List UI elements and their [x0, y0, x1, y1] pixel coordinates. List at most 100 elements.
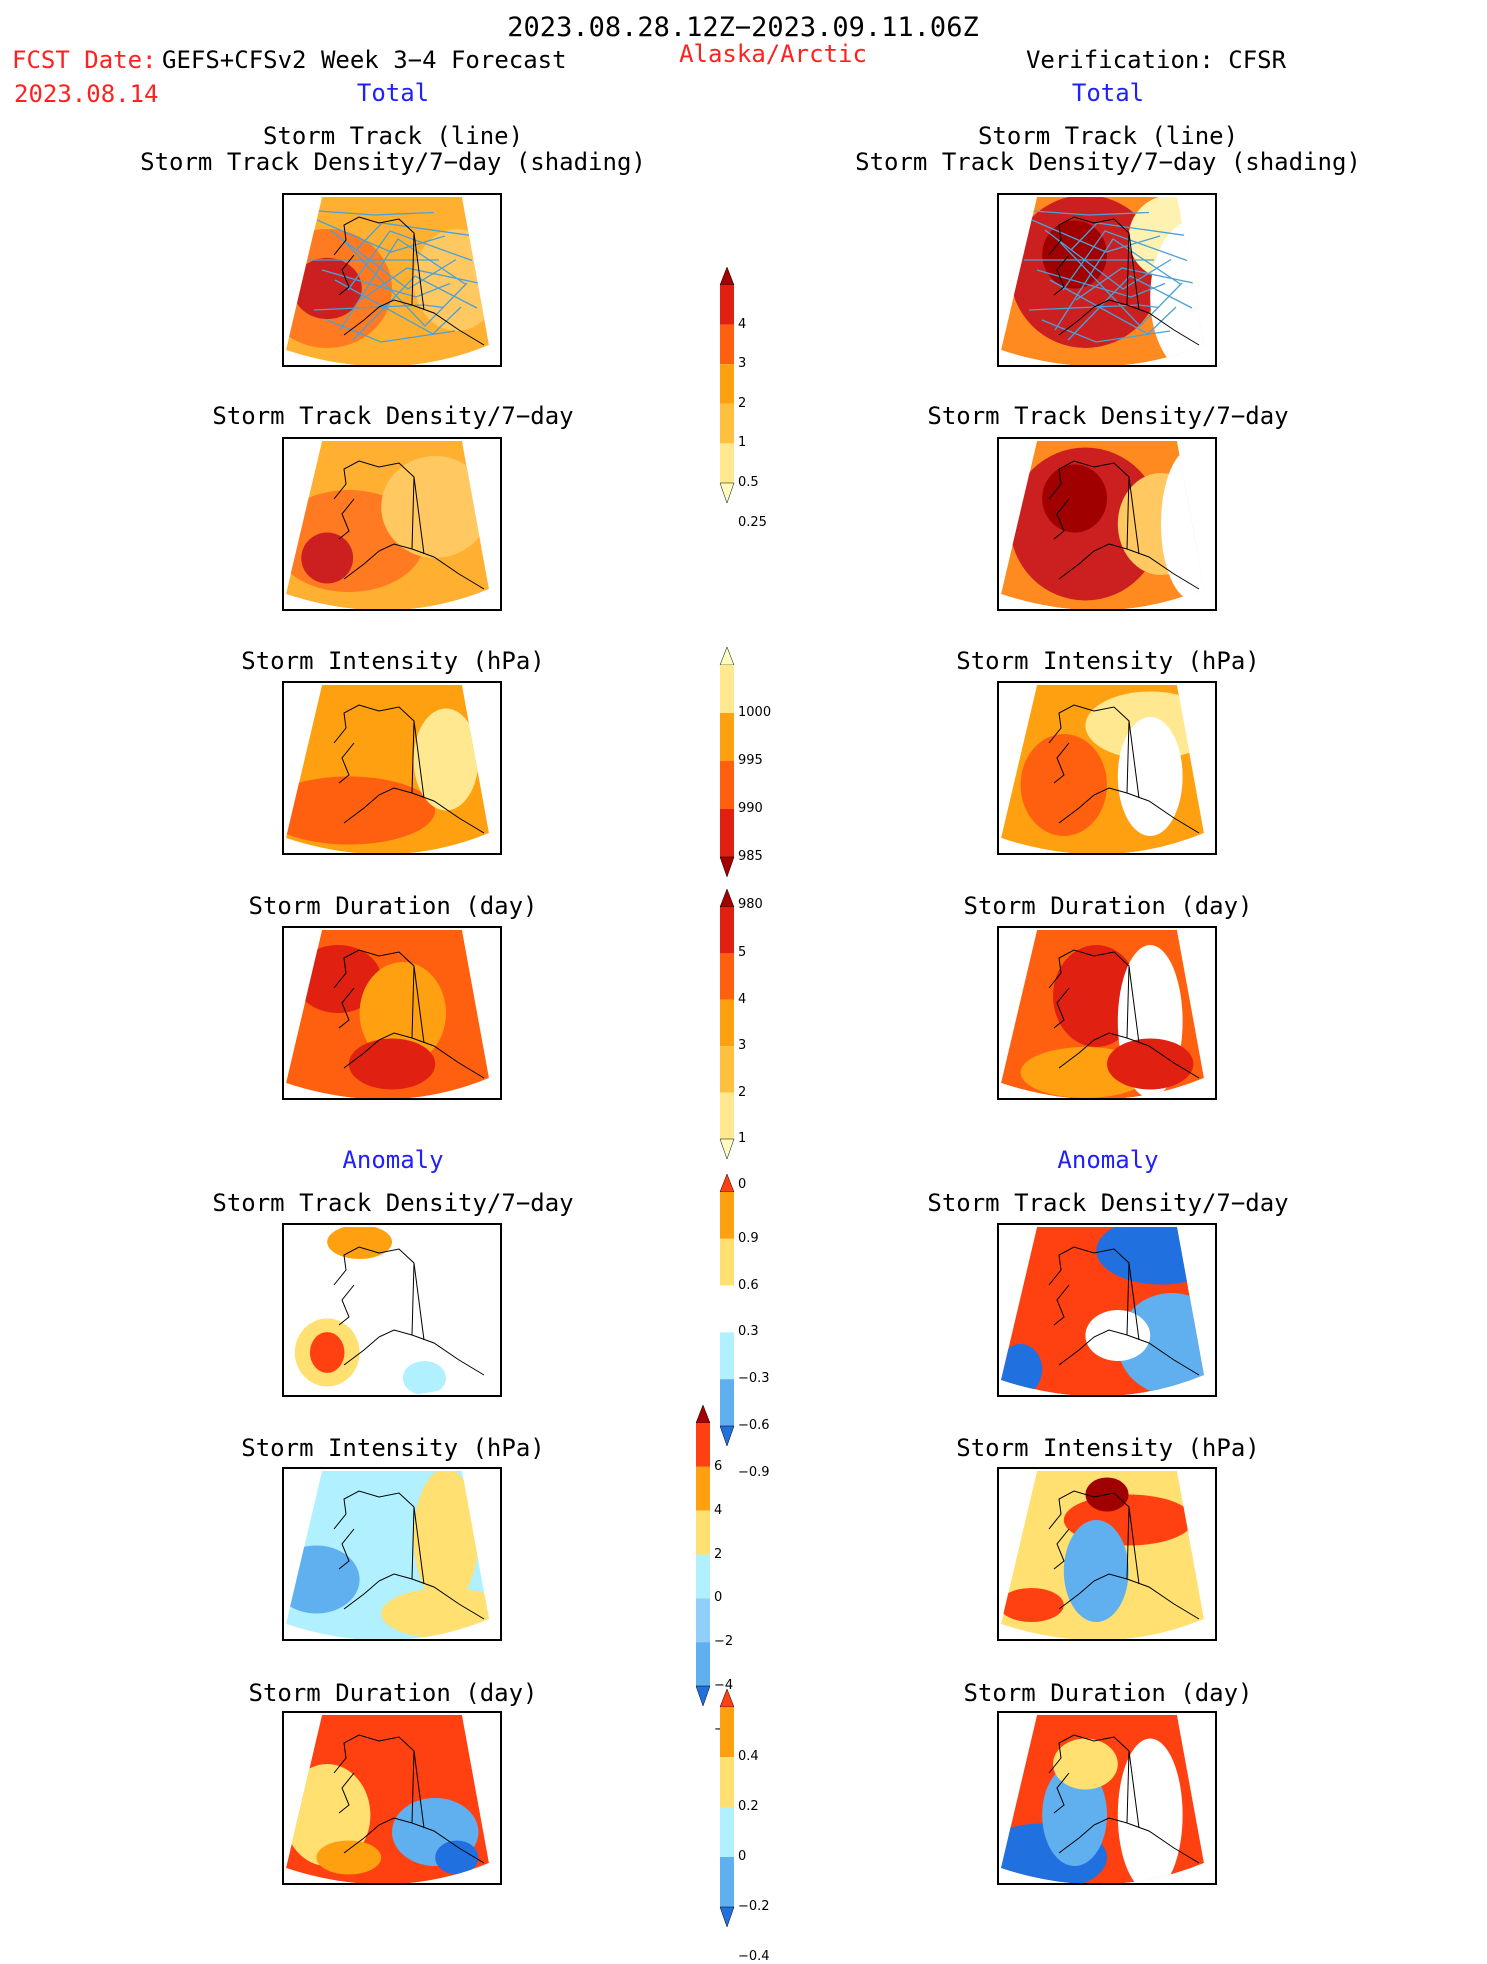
- alaska-canada-border: [1128, 476, 1140, 555]
- colorbar-segment: [720, 761, 734, 809]
- colorbar-tick-label: 3: [738, 1038, 747, 1054]
- alaska-canada-border: [1128, 232, 1140, 311]
- colorbar-top-arrow: [719, 266, 735, 286]
- alaska-coastline: [333, 1490, 485, 1620]
- alaska-coastline: [1048, 460, 1200, 590]
- alaska-canada-border: [1128, 1750, 1140, 1829]
- alaska-canada-border: [413, 1262, 425, 1341]
- map-left-density-lines: [282, 193, 502, 367]
- map-right-duration: [997, 926, 1217, 1100]
- colorbar-tick-label: 0.25: [738, 514, 767, 530]
- colorbar-tick-label: 2: [714, 1546, 723, 1562]
- left-total-label: Total: [356, 79, 430, 107]
- storm-track-line: [1054, 238, 1182, 331]
- colorbar-tick-label: 1: [738, 435, 747, 451]
- colorbar-segment: [720, 364, 734, 404]
- storm-track-line: [1067, 275, 1193, 341]
- storm-track-line: [1031, 219, 1161, 253]
- alaska-coastline: [333, 949, 485, 1079]
- map-shading-region: [1117, 717, 1183, 836]
- right-title-density: Storm Track Density/7−day: [927, 402, 1289, 430]
- right-title-density-shading: Storm Track Density/7−day (shading): [855, 148, 1361, 176]
- storm-track-line: [339, 238, 467, 331]
- storm-track-line: [1041, 319, 1171, 343]
- colorbar-segment: [696, 1510, 710, 1555]
- right-title-intensity: Storm Intensity (hPa): [956, 647, 1260, 675]
- right-title-anom-intensity: Storm Intensity (hPa): [956, 1434, 1260, 1462]
- colorbar-segment: [720, 1092, 734, 1139]
- alaska-canada-border: [413, 1750, 425, 1829]
- map-shading-region: [1063, 1520, 1129, 1622]
- colorbar-bottom-arrow: [719, 856, 735, 878]
- colorbar-segment: [720, 907, 734, 954]
- alaska-coastline: [1048, 949, 1200, 1079]
- colorbar-anom-density: 0.9 0.6 0.3 −0.3 −0.6 −0.9: [718, 1172, 770, 1480]
- map-right-density-lines: [997, 193, 1217, 367]
- colorbar-segment: [696, 1554, 710, 1599]
- storm-track-line: [303, 209, 435, 216]
- forecast-name: GEFS+CFSv2 Week 3−4 Forecast: [162, 46, 567, 74]
- colorbar-segment: [696, 1598, 710, 1643]
- map-shading-region: [1020, 734, 1107, 836]
- colorbar-segment: [720, 1757, 734, 1807]
- colorbar-tick-label: 4: [714, 1502, 723, 1518]
- storm-track-line: [347, 230, 473, 291]
- colorbar-segment: [720, 1285, 734, 1333]
- region-label: Alaska/Arctic: [679, 40, 867, 68]
- colorbar-density: 4 3 2 1 0.5 0.25: [718, 265, 767, 530]
- storm-track-line: [1057, 239, 1183, 327]
- left-anomaly-label: Anomaly: [342, 1146, 444, 1174]
- colorbar-tick-label: −2: [714, 1634, 734, 1650]
- map-shading-region: [327, 1227, 392, 1259]
- colorbar-tick-label: 4: [738, 991, 747, 1007]
- map-shading-region: [1107, 1038, 1194, 1090]
- colorbar-segment: [720, 665, 734, 713]
- left-title-density: Storm Track Density/7−day: [212, 402, 574, 430]
- colorbar-tick-label: −4: [714, 1678, 734, 1693]
- left-title-anom-density: Storm Track Density/7−day: [212, 1189, 574, 1217]
- map-shading-region: [1042, 464, 1107, 533]
- colorbar-tick-label: 0: [738, 1177, 747, 1193]
- colorbar-tick-label: 995: [738, 753, 763, 768]
- colorbar-segment: [720, 324, 734, 365]
- map-right-anom-density: [997, 1223, 1217, 1397]
- alaska-coastline: [1048, 704, 1200, 834]
- alaska-coastline: [1048, 1734, 1200, 1864]
- colorbar-tick-label: 2: [738, 395, 747, 411]
- map-shading-region: [316, 1840, 382, 1875]
- map-shading-region: [301, 532, 354, 584]
- alaska-coastline: [333, 1734, 485, 1864]
- colorbar-tick-label: 0.5: [738, 475, 759, 490]
- map-shading-region: [1042, 220, 1107, 289]
- right-title-duration: Storm Duration (day): [963, 892, 1253, 920]
- colorbar-segment: [720, 1807, 734, 1857]
- colorbar-top-arrow: [719, 1173, 735, 1193]
- colorbar-tick-label: −0.9: [738, 1464, 770, 1480]
- colorbar-tick-label: 980: [738, 897, 763, 912]
- colorbar-top-arrow: [719, 888, 735, 908]
- left-title-storm-track: Storm Track (line): [262, 122, 524, 150]
- map-right-density: [997, 437, 1217, 611]
- map-right-intensity: [997, 681, 1217, 855]
- alaska-canada-border: [413, 232, 425, 311]
- colorbar-tick-label: 0.3: [738, 1324, 759, 1340]
- right-title-anom-density: Storm Track Density/7−day: [927, 1189, 1289, 1217]
- colorbar-tick-label: 1: [738, 1131, 747, 1146]
- alaska-coastline: [1048, 216, 1200, 346]
- colorbar-segment: [720, 1707, 734, 1757]
- colorbar-segment: [720, 1857, 734, 1907]
- left-title-anom-intensity: Storm Intensity (hPa): [241, 1434, 545, 1462]
- colorbar-tick-label: 0: [714, 1590, 723, 1606]
- colorbar-tick-label: 5: [738, 945, 747, 961]
- alaska-canada-border: [1128, 720, 1140, 799]
- alaska-canada-border: [413, 476, 425, 555]
- map-left-duration: [282, 926, 502, 1100]
- storm-track-line: [316, 219, 446, 253]
- map-shading-region: [413, 708, 479, 811]
- verification-label: Verification: CFSR: [1025, 46, 1287, 74]
- map-shading-region: [348, 1038, 436, 1090]
- map-shading-region: [286, 776, 436, 845]
- map-left-anom-density: [282, 1223, 502, 1397]
- colorbar-tick-label: 0.6: [738, 1277, 759, 1293]
